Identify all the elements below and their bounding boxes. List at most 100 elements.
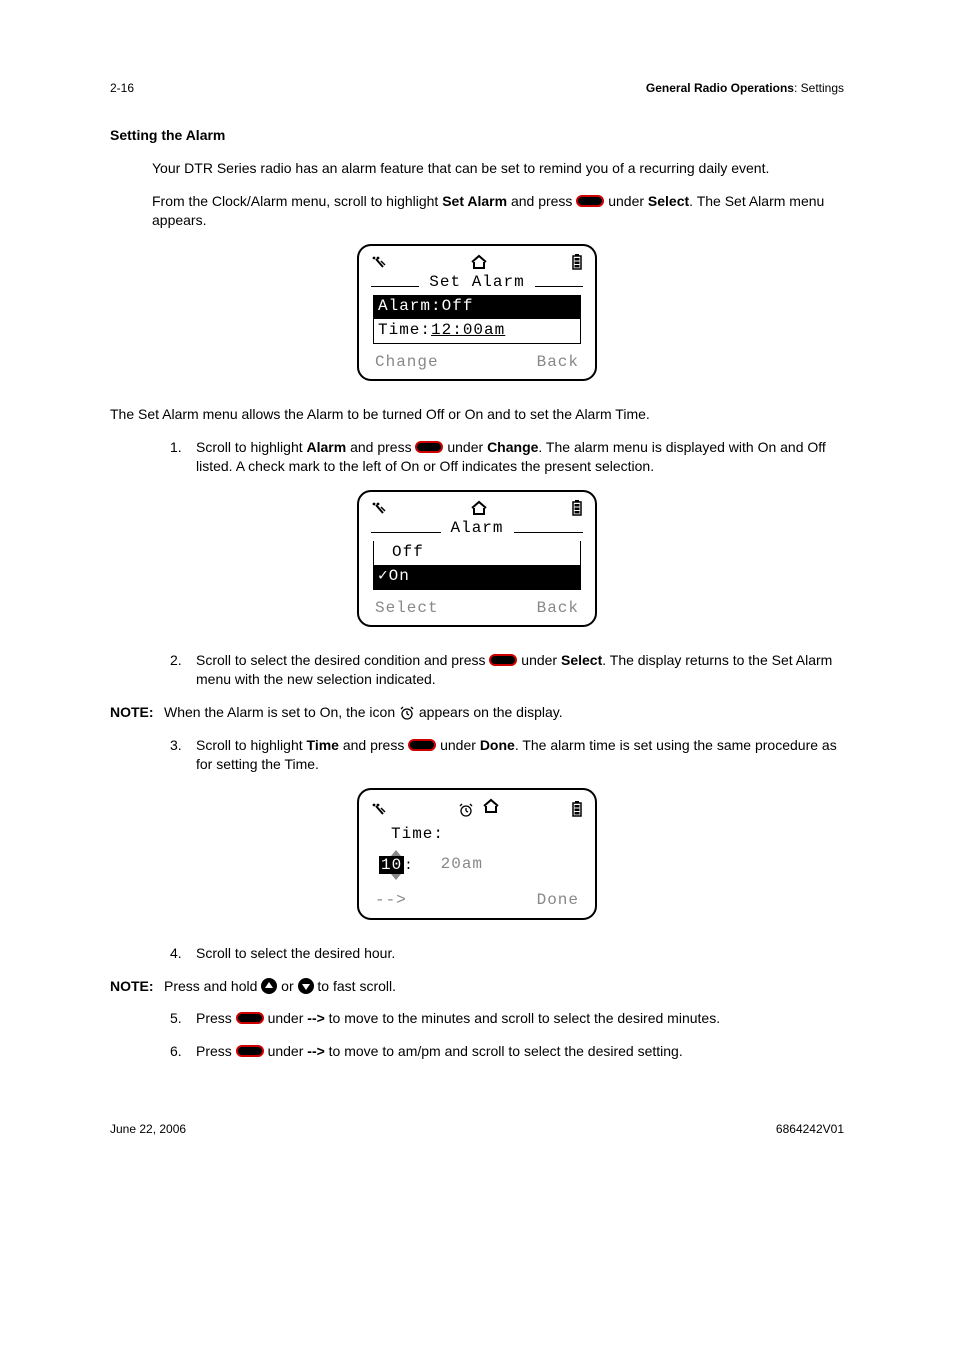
footer-date: June 22, 2006 [110, 1121, 186, 1137]
step-text: Press under --> to move to the minutes a… [196, 1009, 844, 1028]
signal-icon [371, 501, 387, 515]
text: Press [196, 1010, 236, 1026]
softkey-icon [236, 1012, 264, 1024]
text: and press [339, 737, 408, 753]
lcd-softkey-right: Back [537, 352, 579, 374]
chevron-down-icon [391, 874, 401, 880]
step-text: Scroll to highlight Alarm and press unde… [196, 438, 844, 476]
step-number: 5. [170, 1009, 196, 1028]
lcd-alarm: Alarm Off ✓On Select Back [110, 490, 844, 627]
signal-icon [371, 802, 387, 816]
step-5: 5. Press under --> to move to the minute… [170, 1009, 844, 1028]
note-fast-scroll: NOTE: Press and hold or to fast scroll. [110, 977, 844, 996]
softkey-icon [415, 441, 443, 453]
lcd-time-body: 10: 20am [367, 846, 587, 888]
step-3: 3. Scroll to highlight Time and press un… [170, 736, 844, 774]
lcd-set-alarm: Set Alarm Alarm:Off Time:12:00am Change … [110, 244, 844, 381]
down-arrow-icon [298, 978, 314, 994]
text: : [404, 858, 412, 874]
bold-text: Select [561, 652, 602, 668]
text: under [604, 193, 648, 209]
bold-text: Set Alarm [442, 193, 507, 209]
lcd-rows: Off ✓On [373, 541, 581, 589]
lcd-row-highlighted: ✓On [374, 565, 580, 589]
step-number: 1. [170, 438, 196, 476]
bold-text: --> [307, 1043, 325, 1059]
lcd-softkeys: Change Back [367, 350, 587, 374]
text: appears on the display. [419, 704, 563, 720]
text: under [436, 737, 480, 753]
battery-icon [571, 500, 583, 516]
step-number: 4. [170, 944, 196, 963]
lcd-softkey-left: Select [375, 598, 439, 620]
bold-text: Done [480, 737, 515, 753]
lcd-row-highlighted: Alarm:Off [374, 295, 580, 319]
text: Press and hold [164, 978, 261, 994]
alarm-clock-icon [399, 706, 415, 720]
text: Scroll to select the desired condition a… [196, 652, 489, 668]
text: to move to am/pm and scroll to select th… [325, 1043, 683, 1059]
lcd-hour-spinner: 10: [379, 850, 413, 880]
lcd-status-bar [367, 500, 587, 518]
bold-text: --> [307, 1010, 325, 1026]
page-number: 2-16 [110, 80, 134, 96]
step-2: 2. Scroll to select the desired conditio… [170, 651, 844, 689]
battery-icon [571, 254, 583, 270]
lcd-softkeys: Select Back [367, 596, 587, 620]
alarm-clock-icon [458, 803, 474, 817]
text: and press [346, 439, 415, 455]
lcd-minute-ampm: 20am [441, 854, 483, 876]
text: or [277, 978, 297, 994]
lcd-softkey-left: --> [375, 890, 407, 912]
bold-text: Time [307, 737, 339, 753]
note-body: Press and hold or to fast scroll. [164, 977, 844, 996]
lcd-screen: Set Alarm Alarm:Off Time:12:00am Change … [357, 244, 597, 381]
step-4: 4. Scroll to select the desired hour. [170, 944, 844, 963]
lcd-softkey-right: Back [537, 598, 579, 620]
lcd-title: Alarm [445, 518, 510, 540]
lcd-title-row: Alarm [367, 518, 587, 540]
lcd-softkey-left: Change [375, 352, 439, 374]
step-number: 3. [170, 736, 196, 774]
softkey-icon [236, 1045, 264, 1057]
text: under [517, 652, 561, 668]
paragraph: The Set Alarm menu allows the Alarm to b… [110, 405, 844, 424]
lcd-softkey-right: Done [537, 890, 579, 912]
bold-text: Change [487, 439, 538, 455]
step-number: 6. [170, 1042, 196, 1061]
up-arrow-icon [261, 978, 277, 994]
text: 10 [379, 856, 404, 874]
note-label: NOTE: [110, 703, 164, 722]
text: under [264, 1043, 308, 1059]
text: From the Clock/Alarm menu, scroll to hig… [152, 193, 442, 209]
text: to fast scroll. [314, 978, 396, 994]
lcd-title-row: Set Alarm [367, 272, 587, 294]
header-section-suffix: : Settings [794, 81, 844, 95]
step-text: Scroll to highlight Time and press under… [196, 736, 844, 774]
home-icon [470, 500, 488, 516]
step-text: Scroll to select the desired hour. [196, 944, 844, 963]
page-header: 2-16 General Radio Operations: Settings [110, 80, 844, 96]
softkey-icon [489, 654, 517, 666]
bold-text: Select [648, 193, 689, 209]
lcd-status-bar [367, 798, 587, 823]
text: 12:00am [431, 321, 505, 339]
header-section-bold: General Radio Operations [646, 81, 794, 95]
lcd-screen: Alarm Off ✓On Select Back [357, 490, 597, 627]
lcd-status-bar [367, 254, 587, 272]
text: Scroll to highlight [196, 737, 307, 753]
lcd-row: Off [374, 541, 580, 565]
text: Time: [378, 321, 431, 339]
home-icon [470, 254, 488, 270]
lcd-hour-value: 10: [379, 857, 413, 873]
lcd-time-label: Time: [367, 823, 587, 847]
step-number: 2. [170, 651, 196, 689]
note-alarm-icon: NOTE: When the Alarm is set to On, the i… [110, 703, 844, 722]
step-text: Scroll to select the desired condition a… [196, 651, 844, 689]
text: under [264, 1010, 308, 1026]
status-center-icons [458, 798, 500, 821]
bold-text: Alarm [307, 439, 347, 455]
step-text: Press under --> to move to am/pm and scr… [196, 1042, 844, 1061]
home-icon [482, 798, 500, 814]
step-6: 6. Press under --> to move to am/pm and … [170, 1042, 844, 1061]
